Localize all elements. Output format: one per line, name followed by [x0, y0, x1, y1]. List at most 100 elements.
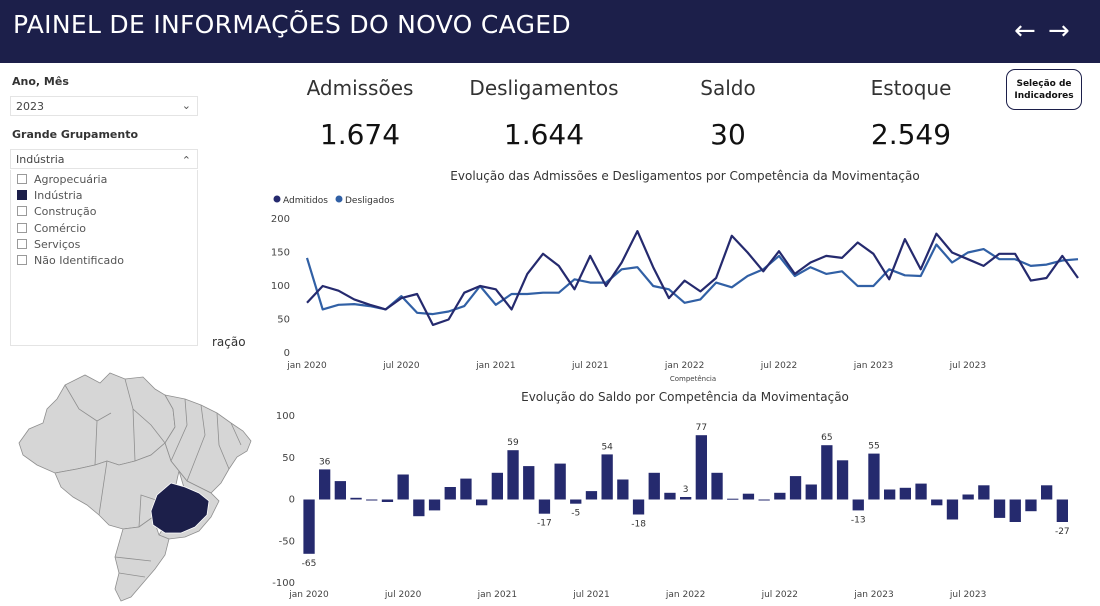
data-label: -17: [537, 519, 552, 529]
bar: [868, 453, 880, 500]
chevron-down-icon: ⌄: [181, 99, 191, 112]
data-label: 36: [319, 457, 331, 467]
x-tick-label: jul 2023: [949, 361, 986, 371]
y-tick-label: 0: [284, 348, 290, 359]
bar-chart-title: Evolução do Saldo por Competência da Mov…: [521, 390, 849, 404]
x-tick-label: jan 2022: [665, 590, 706, 600]
bar: [1056, 499, 1068, 522]
kpi-admissoes-value: 1.674: [319, 118, 401, 151]
bar: [1025, 499, 1037, 512]
checkbox[interactable]: [17, 206, 27, 216]
legend-label-desligados: Desligados: [345, 196, 395, 206]
line-chart-title: Evolução das Admissões e Desligamentos p…: [450, 169, 919, 183]
bar: [821, 445, 833, 500]
bar: [617, 479, 629, 500]
x-axis-title: Competência: [670, 375, 716, 383]
bar: [366, 499, 378, 501]
kpi-estoque-value: 2.549: [870, 118, 952, 151]
series-line-desligados: [305, 243, 1079, 316]
bar: [413, 499, 425, 517]
checkbox[interactable]: [17, 239, 27, 249]
x-tick-label: jul 2021: [572, 590, 609, 600]
bar: [993, 499, 1006, 518]
year-dropdown[interactable]: 2023 ⌄: [10, 96, 198, 116]
group-filter-label: Grande Grupamento: [12, 128, 139, 141]
bar: [1041, 485, 1053, 500]
bar: [1009, 499, 1021, 522]
bar: [507, 450, 519, 500]
bar: [570, 499, 582, 504]
option-agropecuaria[interactable]: Agropecuária: [17, 173, 107, 187]
legend-marker-desligados: [335, 195, 343, 203]
x-tick-label: jul 2020: [382, 361, 420, 371]
bar: [664, 492, 676, 500]
indicator-selection-button[interactable]: Seleção de Indicadores: [1006, 69, 1082, 110]
x-tick-label: jul 2020: [384, 590, 422, 600]
kpi-saldo-value: 30: [710, 118, 746, 151]
x-tick-label: jan 2021: [475, 361, 515, 371]
header-bar: PAINEL DE INFORMAÇÕES DO NOVO CAGED ← →: [0, 0, 1100, 63]
y-tick-label: 100: [271, 281, 290, 292]
legend-marker-admitidos: [273, 195, 281, 203]
bar: [931, 499, 943, 506]
bar: [711, 472, 723, 500]
bar: [852, 499, 864, 511]
checkbox[interactable]: [17, 174, 27, 184]
bar: [758, 499, 770, 501]
bar: [695, 435, 707, 500]
chevron-up-icon: ⌃: [181, 154, 191, 167]
bar: [915, 483, 927, 500]
bar: [303, 499, 315, 554]
bar: [962, 494, 974, 500]
y-tick-label: 200: [271, 214, 290, 225]
bar: [789, 476, 802, 500]
kpi-saldo-label: Saldo: [700, 76, 756, 100]
brazil-map: [18, 372, 252, 602]
x-tick-label: jan 2022: [664, 361, 705, 371]
option-servicos[interactable]: Serviços: [17, 238, 80, 252]
back-arrow-icon[interactable]: ←: [1014, 16, 1036, 46]
y-tick-label: -100: [272, 578, 295, 589]
group-dropdown[interactable]: Indústria ⌃: [10, 149, 198, 169]
checkbox[interactable]: [17, 223, 27, 233]
kpi-estoque-label: Estoque: [870, 76, 952, 100]
group-dropdown-value: Indústria: [16, 153, 65, 166]
x-tick-label: jan 2021: [477, 590, 518, 600]
year-dropdown-value: 2023: [16, 100, 44, 113]
bar: [585, 491, 598, 500]
bar: [334, 481, 346, 500]
x-tick-label: jul 2023: [949, 590, 986, 600]
bar: [319, 469, 331, 500]
page-title: PAINEL DE INFORMAÇÕES DO NOVO CAGED: [13, 10, 571, 39]
bar: [381, 499, 394, 502]
checkbox-checked[interactable]: [17, 190, 27, 200]
data-label: 55: [868, 442, 879, 452]
bar: [397, 474, 409, 500]
bar: [460, 478, 472, 500]
bar: [774, 492, 786, 500]
bar: [350, 497, 362, 500]
option-nao-identificado[interactable]: Não Identificado: [17, 254, 124, 268]
forward-arrow-icon[interactable]: →: [1048, 16, 1070, 46]
data-label: -65: [302, 559, 317, 569]
data-label: -5: [571, 509, 580, 519]
data-label: 77: [696, 423, 707, 433]
option-comercio[interactable]: Comércio: [17, 222, 86, 236]
bar: [742, 493, 755, 500]
y-tick-label: -50: [279, 536, 295, 547]
bar: [523, 466, 535, 500]
bar: [680, 497, 692, 500]
bar: [491, 472, 503, 500]
bar: [601, 454, 613, 500]
x-tick-label: jan 2020: [288, 590, 329, 600]
bar: [428, 499, 441, 511]
map-title: ração: [212, 335, 246, 349]
bar: [805, 484, 817, 500]
bar: [836, 460, 849, 500]
option-industria[interactable]: Indústria: [17, 189, 83, 203]
checkbox[interactable]: [17, 255, 27, 265]
bar: [899, 487, 911, 500]
x-tick-label: jul 2021: [571, 361, 608, 371]
bar: [648, 472, 660, 500]
option-construcao[interactable]: Construção: [17, 205, 96, 219]
